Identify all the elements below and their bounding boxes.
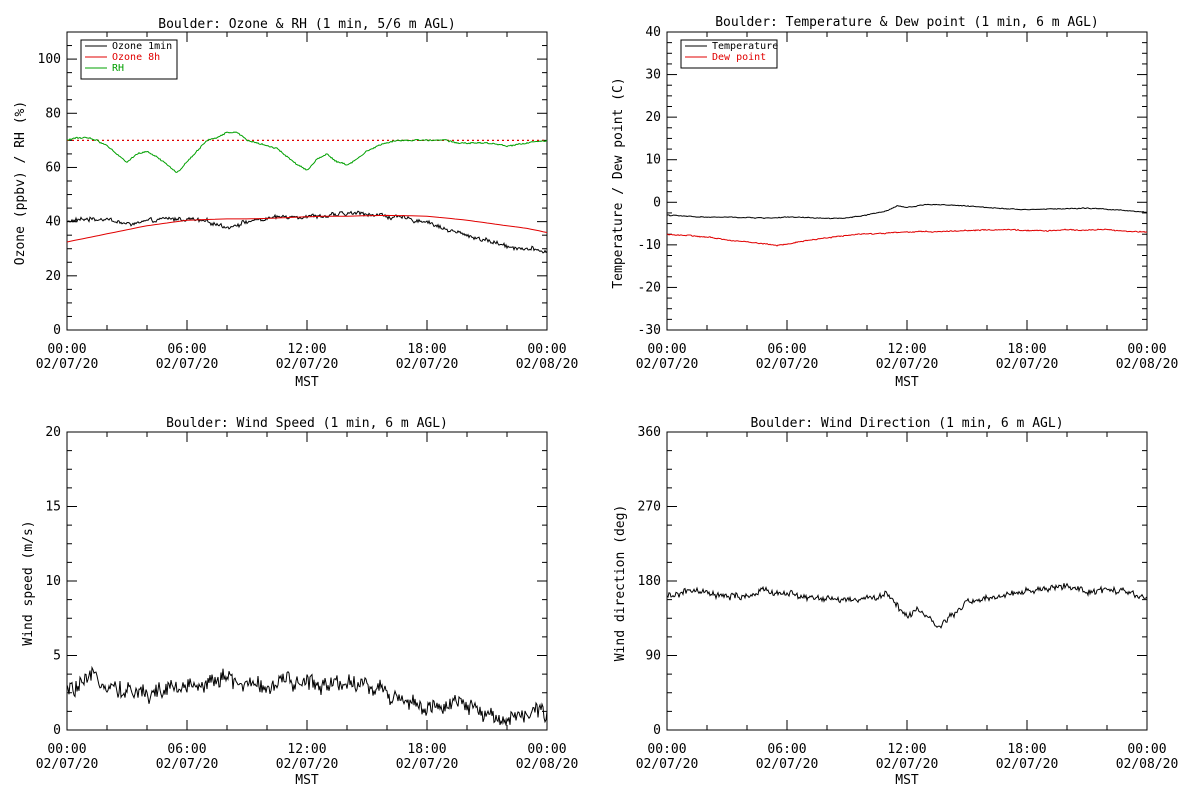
x-tick-time: 18:00 bbox=[1007, 342, 1046, 357]
ozone-rh-panel: Boulder: Ozone & RH (1 min, 5/6 m AGL) O… bbox=[13, 17, 578, 390]
x-tick-time: 06:00 bbox=[167, 742, 206, 757]
x-tick-time: 00:00 bbox=[1127, 742, 1166, 757]
legend-label: Ozone 8h bbox=[112, 52, 160, 63]
x-tick-date: 02/07/20 bbox=[996, 357, 1059, 372]
ozone-1min-series-line bbox=[66, 210, 548, 254]
plot-frame bbox=[66, 431, 548, 731]
y-tick-label: 40 bbox=[645, 25, 661, 40]
ozone-8h-series-line bbox=[66, 214, 548, 243]
wind-speed-panel: Boulder: Wind Speed (1 min, 6 m AGL) Win… bbox=[21, 416, 578, 788]
x-tick-date: 02/07/20 bbox=[876, 757, 939, 772]
legend-box bbox=[680, 39, 778, 69]
temperature-series-line bbox=[666, 203, 1148, 220]
y-tick-label: 30 bbox=[645, 68, 661, 83]
x-tick-date: 02/07/20 bbox=[756, 757, 819, 772]
x-axis-label: MST bbox=[295, 375, 319, 390]
y-tick-label: -10 bbox=[638, 238, 661, 253]
y-tick-label: -20 bbox=[638, 280, 661, 295]
x-tick-time: 18:00 bbox=[1007, 742, 1046, 757]
x-tick-time: 00:00 bbox=[647, 742, 686, 757]
x-tick-date: 02/07/20 bbox=[636, 757, 699, 772]
wspd-series-line bbox=[66, 665, 548, 726]
x-tick-date: 02/07/20 bbox=[396, 757, 459, 772]
y-tick-label: 270 bbox=[638, 500, 661, 515]
x-tick-time: 18:00 bbox=[407, 342, 446, 357]
x-tick-date: 02/07/20 bbox=[276, 757, 339, 772]
x-tick-time: 12:00 bbox=[887, 742, 926, 757]
y-tick-label: 60 bbox=[45, 160, 61, 175]
y-tick-label: 0 bbox=[653, 195, 661, 210]
x-axis-label: MST bbox=[295, 773, 319, 788]
legend-label: Temperature bbox=[712, 41, 778, 52]
x-tick-time: 12:00 bbox=[287, 342, 326, 357]
x-tick-time: 18:00 bbox=[407, 742, 446, 757]
x-tick-time: 00:00 bbox=[47, 342, 86, 357]
x-tick-time: 12:00 bbox=[287, 742, 326, 757]
legend-label: Ozone 1min bbox=[112, 41, 172, 52]
legend-label: Dew point bbox=[712, 52, 766, 63]
x-tick-time: 00:00 bbox=[527, 342, 566, 357]
x-axis-label: MST bbox=[895, 773, 919, 788]
y-tick-label: 20 bbox=[45, 269, 61, 284]
y-tick-label: 10 bbox=[645, 153, 661, 168]
x-tick-time: 00:00 bbox=[1127, 342, 1166, 357]
x-tick-time: 00:00 bbox=[647, 342, 686, 357]
x-tick-date: 02/07/20 bbox=[276, 357, 339, 372]
plot-frame bbox=[666, 31, 1148, 331]
y-tick-label: 10 bbox=[45, 574, 61, 589]
y-tick-label: 20 bbox=[645, 110, 661, 125]
x-tick-date: 02/08/20 bbox=[1116, 357, 1179, 372]
panel-title: Boulder: Wind Direction (1 min, 6 m AGL) bbox=[750, 416, 1063, 431]
x-tick-time: 00:00 bbox=[527, 742, 566, 757]
x-tick-date: 02/07/20 bbox=[36, 357, 99, 372]
y-tick-label: 5 bbox=[53, 649, 61, 664]
x-tick-date: 02/07/20 bbox=[876, 357, 939, 372]
y-tick-label: 15 bbox=[45, 500, 61, 515]
panel-title: Boulder: Ozone & RH (1 min, 5/6 m AGL) bbox=[158, 17, 455, 32]
y-axis-label: Ozone (ppbv) / RH (%) bbox=[13, 101, 28, 265]
x-tick-time: 06:00 bbox=[167, 342, 206, 357]
x-tick-date: 02/07/20 bbox=[756, 357, 819, 372]
y-tick-label: 90 bbox=[645, 649, 661, 664]
x-tick-date: 02/08/20 bbox=[1116, 757, 1179, 772]
dew-point-series-line bbox=[666, 228, 1148, 247]
wdir-series-line bbox=[666, 582, 1148, 629]
x-tick-time: 06:00 bbox=[767, 342, 806, 357]
x-tick-date: 02/07/20 bbox=[396, 357, 459, 372]
legend-label: RH bbox=[112, 63, 124, 74]
y-axis-label: Wind speed (m/s) bbox=[21, 520, 36, 645]
y-tick-label: 180 bbox=[638, 574, 661, 589]
x-tick-date: 02/07/20 bbox=[996, 757, 1059, 772]
x-tick-date: 02/07/20 bbox=[156, 357, 219, 372]
panel-title: Boulder: Temperature & Dew point (1 min,… bbox=[715, 15, 1099, 30]
x-tick-date: 02/07/20 bbox=[156, 757, 219, 772]
x-tick-date: 02/07/20 bbox=[36, 757, 99, 772]
rh-series-line bbox=[66, 131, 548, 173]
y-tick-label: -30 bbox=[638, 323, 661, 338]
x-tick-time: 00:00 bbox=[47, 742, 86, 757]
x-tick-date: 02/08/20 bbox=[516, 357, 579, 372]
y-tick-label: 0 bbox=[53, 723, 61, 738]
y-axis-label: Temperature / Dew point (C) bbox=[611, 77, 626, 288]
panel-title: Boulder: Wind Speed (1 min, 6 m AGL) bbox=[166, 416, 448, 431]
y-tick-label: 0 bbox=[653, 723, 661, 738]
temperature-dewpoint-panel: Boulder: Temperature & Dew point (1 min,… bbox=[611, 15, 1178, 390]
x-tick-date: 02/07/20 bbox=[636, 357, 699, 372]
y-tick-label: 80 bbox=[45, 106, 61, 121]
x-tick-time: 06:00 bbox=[767, 742, 806, 757]
y-axis-label: Wind direction (deg) bbox=[613, 505, 628, 662]
x-tick-time: 12:00 bbox=[887, 342, 926, 357]
x-tick-date: 02/08/20 bbox=[516, 757, 579, 772]
y-tick-label: 360 bbox=[638, 425, 661, 440]
y-tick-label: 0 bbox=[53, 323, 61, 338]
y-tick-label: 20 bbox=[45, 425, 61, 440]
wind-direction-panel: Boulder: Wind Direction (1 min, 6 m AGL)… bbox=[613, 416, 1178, 788]
y-tick-label: 100 bbox=[38, 52, 61, 67]
y-tick-label: 40 bbox=[45, 215, 61, 230]
plot-frame bbox=[666, 431, 1148, 731]
x-axis-label: MST bbox=[895, 375, 919, 390]
